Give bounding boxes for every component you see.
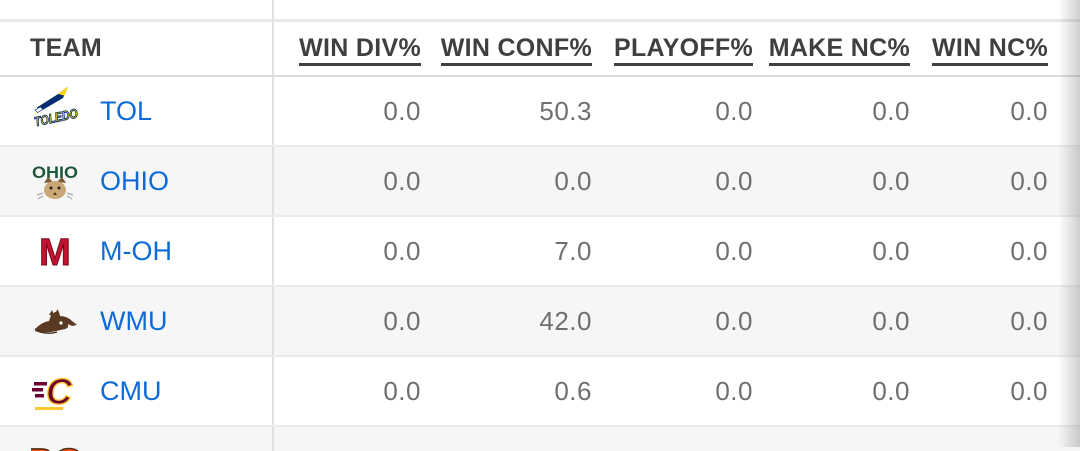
team-column-segment [0,0,274,19]
svg-text:C: C [46,371,73,412]
win-div-value: 0.0 [383,95,421,126]
playoff-value: 0.0 [715,375,753,406]
team-cell: TOLEDO TOL [0,77,274,145]
win-div-value: 0.0 [383,305,421,336]
playoff-value: 0.0 [715,305,753,336]
sort-link-win-conf[interactable]: WIN CONF% [440,34,592,66]
playoff-value: 0.0 [715,95,753,126]
column-header-make-nc: MAKE NC% [753,34,910,66]
make-nc-value: 0.0 [872,165,910,196]
make-nc-value: 0.0 [872,95,910,126]
sort-link-win-nc[interactable]: WIN NC% [932,34,1048,66]
team-link-wmu[interactable]: WMU [100,305,168,336]
column-header-playoff: PLAYOFF% [592,34,753,66]
make-nc-value: 0.0 [872,375,910,406]
team-cell: M M-OH [0,217,274,285]
bowling-green-falcons-logo-icon: BG [31,441,79,451]
win-div-value: 0.0 [383,235,421,266]
win-conf-value: 0.0 [554,165,592,196]
column-header-team-label: TEAM [30,34,103,62]
western-michigan-broncos-logo-icon [35,309,77,334]
make-nc-value: 0.0 [872,305,910,336]
table-header-row: TEAM WIN DIV% WIN CONF% PLAYOFF% MAKE NC… [0,22,1080,77]
win-nc-value: 0.0 [1010,375,1048,406]
team-link-ohio[interactable]: OHIO [100,165,170,196]
team-cell: BG [0,427,274,451]
make-nc-value: 0.0 [872,235,910,266]
table-bottom-partial-row: BG [0,427,1080,451]
column-header-team: TEAM [0,22,274,75]
table-row: M M-OH 0.0 7.0 0.0 0.0 0.0 [0,217,1080,287]
win-conf-value: 0.6 [554,375,592,406]
team-link-m-oh[interactable]: M-OH [100,235,172,266]
column-header-win-nc: WIN NC% [910,34,1048,66]
team-link-tol[interactable]: TOL [100,95,153,126]
playoff-value: 0.0 [715,235,753,266]
team-link-cmu[interactable]: CMU [100,375,162,406]
sort-link-win-div[interactable]: WIN DIV% [299,34,421,66]
win-div-value: 0.0 [383,375,421,406]
table-row: OHIO OHIO 0.0 0.0 0.0 0.0 0.0 [0,147,1080,217]
table-row: TOLEDO TOL 0.0 50.3 0.0 0.0 0.0 [0,77,1080,147]
win-nc-value: 0.0 [1010,235,1048,266]
column-header-win-div: WIN DIV% [274,34,421,66]
team-cell: WMU [0,287,274,355]
table-row: WMU 0.0 42.0 0.0 0.0 0.0 [0,287,1080,357]
team-cell: C CMU [0,357,274,425]
win-nc-value: 0.0 [1010,165,1048,196]
win-nc-value: 0.0 [1010,305,1048,336]
toledo-rockets-logo-icon: TOLEDO [32,87,79,130]
win-conf-value: 42.0 [539,305,592,336]
central-michigan-chippewas-logo-icon: C [32,370,74,413]
win-conf-value: 7.0 [554,235,592,266]
win-conf-value: 50.3 [539,95,592,126]
win-div-value: 0.0 [383,165,421,196]
playoff-value: 0.0 [715,165,753,196]
table-top-partial-row [0,0,1080,22]
sort-link-playoff[interactable]: PLAYOFF% [614,34,753,66]
table-row: C CMU 0.0 0.6 0.0 0.0 0.0 [0,357,1080,427]
team-cell: OHIO OHIO [0,147,274,215]
win-nc-value: 0.0 [1010,95,1048,126]
sort-link-make-nc[interactable]: MAKE NC% [768,34,910,66]
svg-text:M: M [39,232,71,274]
svg-text:OHIO: OHIO [32,163,78,182]
column-header-win-conf: WIN CONF% [421,34,592,66]
ohio-bobcats-logo-icon: OHIO [32,163,78,200]
miami-oh-redhawks-logo-icon: M [39,232,72,275]
